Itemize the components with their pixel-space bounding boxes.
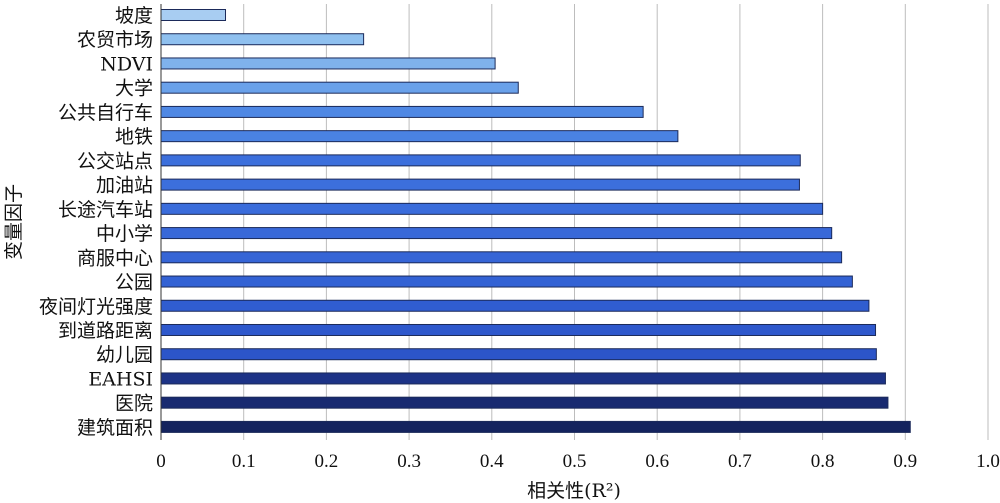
bar xyxy=(160,372,886,385)
bar xyxy=(160,323,877,336)
category-label: 长途汽车站 xyxy=(58,199,153,221)
category-label: 地铁 xyxy=(115,126,153,148)
category-label: 公交站点 xyxy=(77,150,153,172)
y-axis-title: 变量因子 xyxy=(3,184,25,260)
bar xyxy=(160,202,824,215)
x-tick-labels: 0 0.1 0.2 0.3 0.4 0.5 0.6 0.7 0.8 0.9 1.0 xyxy=(156,451,1000,472)
bar xyxy=(160,299,870,312)
bar xyxy=(160,81,519,94)
bar xyxy=(160,178,800,191)
x-tick-label: 0.9 xyxy=(893,451,917,472)
x-tick-label: 1.0 xyxy=(976,451,1000,472)
x-tick-label: 0 xyxy=(156,451,166,472)
x-axis-title: 相关性(R²) xyxy=(527,480,621,502)
category-label: 坡度 xyxy=(115,5,153,27)
category-label: 中小学 xyxy=(96,223,153,245)
bars xyxy=(160,9,911,433)
bar xyxy=(160,130,679,143)
category-label: 农贸市场 xyxy=(77,29,153,51)
bar xyxy=(160,275,853,288)
category-label: 加油站 xyxy=(96,175,153,197)
bar xyxy=(160,9,227,21)
bar xyxy=(160,396,889,409)
x-tick-label: 0.6 xyxy=(645,451,669,472)
x-tick-label: 0.2 xyxy=(315,451,339,472)
x-tick-label: 0.3 xyxy=(397,451,421,472)
category-label: 夜间灯光强度 xyxy=(39,296,153,318)
category-label: 幼儿园 xyxy=(96,344,153,366)
category-label: 公园 xyxy=(115,272,153,294)
category-label: EAHSI xyxy=(88,368,153,390)
bar xyxy=(160,227,833,240)
bar xyxy=(160,105,644,118)
bar xyxy=(160,420,911,433)
category-label: 商服中心 xyxy=(77,247,153,269)
category-label: 医院 xyxy=(115,393,153,415)
category-label: 建筑面积 xyxy=(77,417,153,439)
x-tick-label: 0.5 xyxy=(563,451,587,472)
bar xyxy=(160,348,877,361)
x-tick-label: 0.4 xyxy=(480,451,504,472)
bar xyxy=(160,251,843,264)
x-tick-label: 0.7 xyxy=(728,451,752,472)
x-tick-label: 0.1 xyxy=(232,451,256,472)
category-label: 到道路距离 xyxy=(58,320,153,342)
bar xyxy=(160,154,801,167)
grid-lines xyxy=(243,4,989,440)
category-label: 大学 xyxy=(115,78,153,100)
x-tick-label: 0.8 xyxy=(811,451,835,472)
bar xyxy=(160,57,496,70)
bar xyxy=(160,33,365,46)
category-label: 公共自行车 xyxy=(58,102,153,124)
category-label: NDVI xyxy=(100,53,153,75)
